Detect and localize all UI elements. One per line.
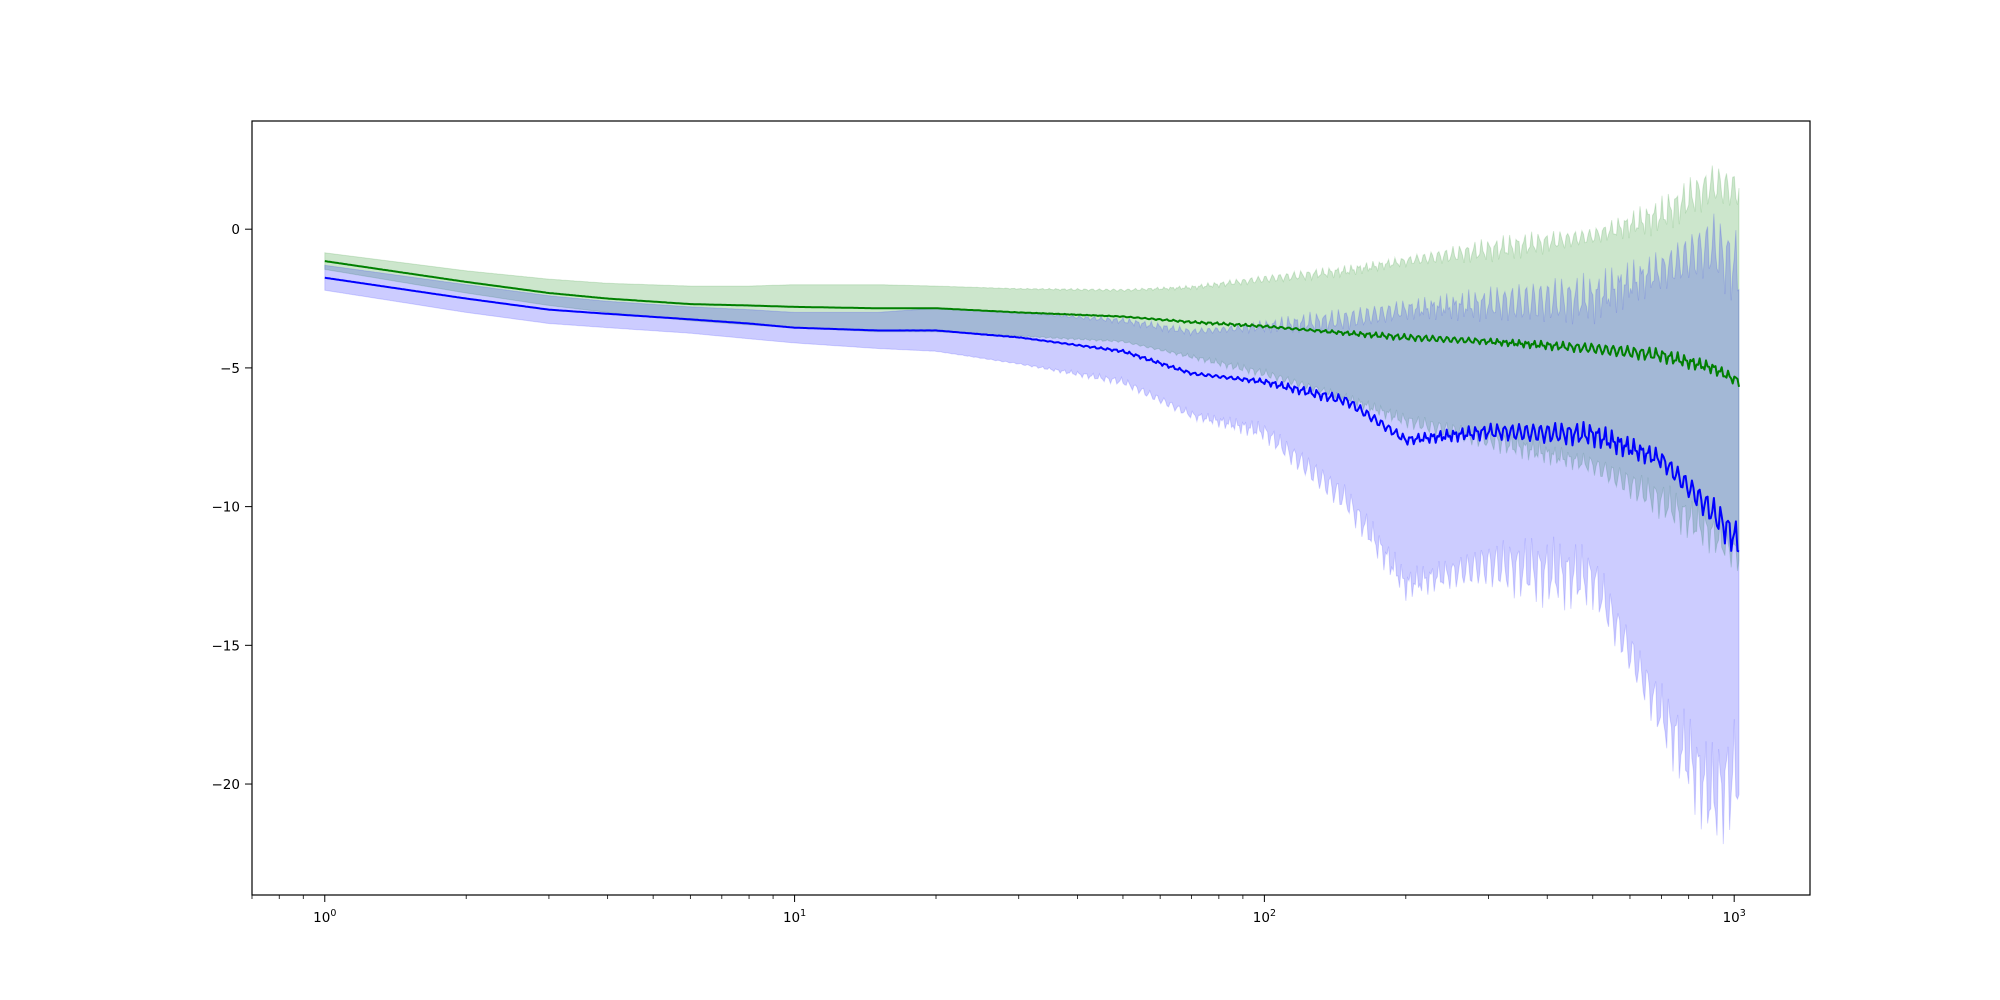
x-tick-label: 100 [313,908,336,926]
y-tick-label: −20 [212,777,241,793]
x-tick-label: 101 [783,908,806,926]
y-tick-label: −15 [212,638,241,654]
plot-frame [251,120,1811,896]
x-tick-label: 103 [1723,908,1746,926]
y-axis: 0 −5 −10 −15 −20 [212,222,252,793]
series-1-line [324,260,1740,387]
y-tick-label: −10 [212,500,241,516]
series-2-band [324,213,1740,845]
series-2-line [324,276,1740,553]
y-tick-label: 0 [231,222,240,238]
x-tick-label: 102 [1253,908,1276,926]
series-lines [324,260,1740,553]
y-tick-label: −5 [220,361,240,377]
x-axis: 100 101 102 103 [251,895,1746,926]
